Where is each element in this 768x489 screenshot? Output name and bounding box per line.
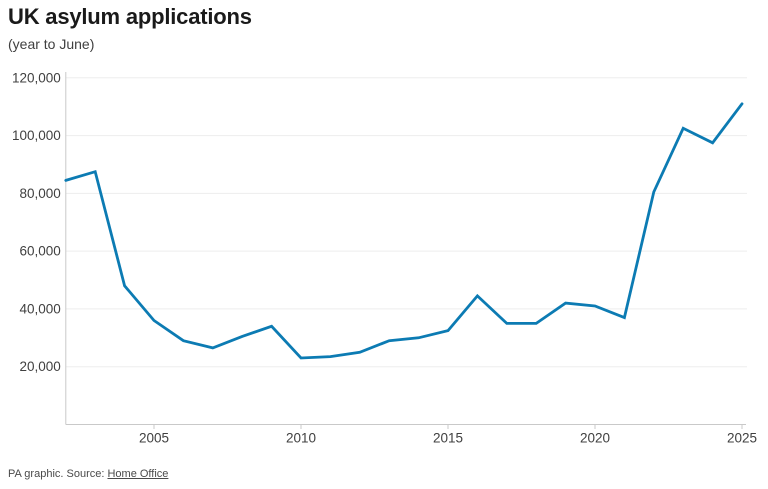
x-axis-tick-label: 2015	[433, 431, 463, 446]
y-axis-tick-label: 80,000	[20, 186, 61, 201]
footer-credit: PA graphic. Source: Home Office	[8, 468, 168, 480]
y-axis-tick-label: 40,000	[20, 301, 61, 316]
y-axis-tick-label: 20,000	[20, 359, 61, 374]
x-axis-tick-label: 2020	[580, 431, 610, 446]
source-link[interactable]: Home Office	[107, 468, 169, 480]
y-axis-tick-label: 120,000	[12, 70, 61, 85]
x-axis-tick-label: 2010	[286, 431, 316, 446]
data-line-asylum-applications	[64, 102, 744, 360]
y-axis-tick-label: 60,000	[20, 244, 61, 259]
page-title: UK asylum applications	[8, 4, 252, 29]
x-axis-tick-label: 2005	[139, 431, 169, 446]
page-subtitle: (year to June)	[8, 36, 95, 52]
credit-text: PA graphic. Source:	[8, 468, 105, 480]
x-axis-tick-label: 2025	[727, 431, 757, 446]
y-axis-tick-label: 100,000	[12, 128, 61, 143]
